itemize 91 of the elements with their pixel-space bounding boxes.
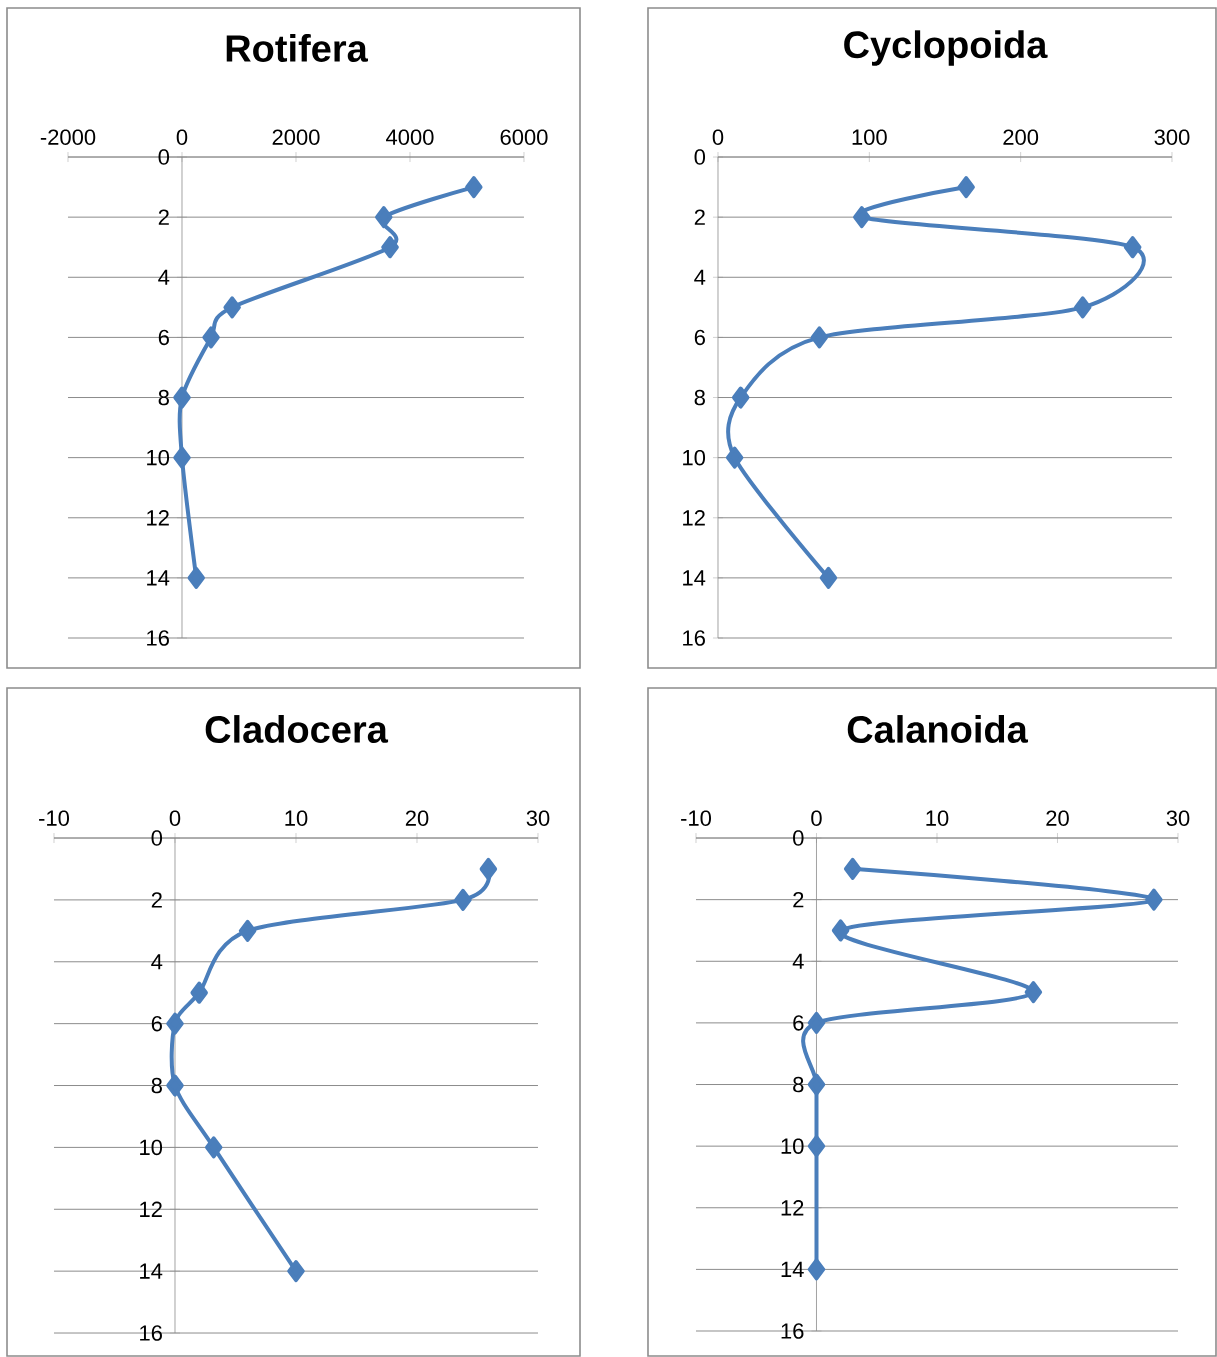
chart-title: Cladocera [205,715,389,743]
y-tick-label: 16 [683,630,705,646]
point [465,176,483,199]
y-tick-label: 6 [793,1015,804,1031]
y-tick-label: 0 [793,830,804,846]
point [807,1258,826,1281]
x-tick-label: 30 [1166,810,1190,826]
y-tick-label: 2 [151,892,162,908]
y-tick-label: 12 [140,1201,162,1217]
point [725,446,744,469]
y-tick-label: 2 [158,209,169,225]
point [204,1136,223,1159]
chart-title: Rotifera [226,34,368,62]
y-tick-label: 4 [151,954,163,970]
x-tick-label: 20 [405,810,429,826]
chart-title: Cyclopoida [844,30,1048,66]
point [187,566,205,589]
y-tick-label: 8 [158,389,169,406]
y-tick-label: 2 [694,209,705,225]
point [843,857,862,880]
point [381,236,399,259]
point [807,1073,826,1096]
y-tick-label: 4 [792,953,804,969]
point [173,446,191,469]
y-tick-label: 10 [147,449,170,466]
y-tick-label: 14 [781,1261,804,1277]
point [287,1260,305,1283]
y-tick-label: 0 [158,149,170,165]
point [202,326,220,349]
point [454,888,472,911]
x-tick-label: -10 [681,810,712,826]
x-tick-label: -10 [39,810,70,826]
x-tick-label: 0 [176,129,188,145]
y-tick-label: 14 [140,1263,163,1279]
point [810,326,829,349]
point [223,296,241,319]
y-tick-label: 14 [683,570,706,586]
x-tick-label: 0 [811,810,822,826]
point [831,919,850,942]
point [1073,296,1092,319]
y-tick-label: 4 [694,269,706,285]
y-tick-label: 16 [140,1325,162,1341]
y-tick-label: 8 [694,389,705,406]
point [190,981,208,1004]
point [853,206,871,229]
y-tick-label: 10 [683,449,706,466]
x-tick-label: 2000 [272,129,320,145]
point [173,386,191,409]
point [479,857,498,880]
y-tick-label: 8 [793,1076,804,1093]
x-tick-label: 200 [1003,129,1039,145]
y-tick-label: 8 [151,1077,162,1094]
y-tick-label: 6 [151,1015,162,1032]
point [731,386,750,409]
y-tick-label: 12 [781,1200,804,1216]
x-tick-label: 100 [852,129,887,145]
point [807,1135,826,1158]
x-tick-label: 10 [285,810,308,826]
y-tick-label: 6 [158,329,169,346]
point [238,919,257,942]
x-tick-label: 30 [526,810,550,826]
x-tick-label: 10 [926,810,949,826]
y-tick-label: 10 [140,1139,163,1156]
x-tick-label: 6000 [500,129,548,145]
chart-title: Calanoida [847,715,1029,743]
y-tick-label: 10 [781,1138,804,1154]
point [1145,888,1163,911]
point [1024,981,1043,1004]
x-tick-label: -2000 [40,129,96,145]
y-tick-label: 0 [151,830,163,846]
y-tick-label: 16 [781,1323,804,1339]
y-tick-label: 0 [694,149,706,165]
y-tick-label: 6 [694,329,705,346]
y-tick-label: 16 [147,630,169,646]
point [807,1011,826,1034]
point [1123,236,1142,259]
point [819,566,838,589]
point [957,176,975,199]
x-tick-label: 20 [1046,810,1069,826]
y-tick-label: 2 [793,891,804,908]
y-tick-label: 14 [147,570,170,586]
x-tick-label: 0 [169,810,181,826]
point [375,206,393,229]
x-tick-label: 0 [712,129,724,145]
point [166,1074,184,1097]
y-tick-label: 12 [147,510,169,526]
point [166,1012,184,1035]
x-tick-label: 4000 [386,129,434,145]
y-tick-label: 12 [683,510,705,526]
x-tick-label: 300 [1154,129,1190,145]
y-tick-label: 4 [158,269,170,285]
